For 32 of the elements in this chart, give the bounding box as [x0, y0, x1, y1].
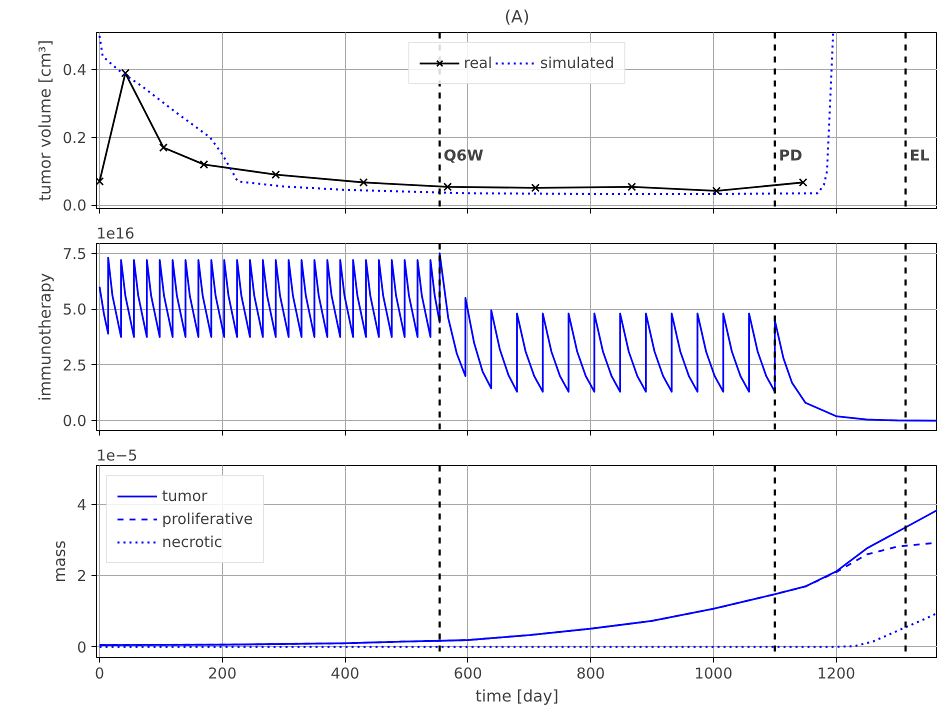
legend-label: tumor [162, 487, 208, 505]
y-tick-label: 0.0 [62, 412, 87, 430]
ref-line-label: EL [910, 146, 930, 164]
legend-label: necrotic [162, 533, 222, 551]
chart-title: (A) [504, 8, 530, 28]
y-tick-label: 5.0 [62, 300, 87, 319]
ref-line-label: PD [778, 146, 802, 164]
legend-label: proliferative [162, 510, 253, 528]
y-tick-label: 0.0 [62, 196, 87, 215]
x-tick-label: 200 [208, 664, 237, 682]
y-tick-label: 7.5 [62, 244, 87, 263]
y-tick-label: 2 [76, 567, 87, 586]
x-tick-label: 800 [576, 664, 605, 682]
y-tick-label: 0.4 [62, 61, 87, 80]
x-tick-label: 0 [94, 664, 104, 682]
legend-label: real [464, 54, 492, 72]
text: 1e16 [96, 224, 134, 242]
y-axis-title: tumor volume [cm³] [36, 40, 55, 202]
y-tick-label: 2.5 [62, 356, 87, 374]
y-tick-label: 0 [76, 638, 87, 656]
y-axis-title: immunotherapy [36, 273, 55, 401]
text: 1e−5 [96, 446, 138, 464]
legend-label: simulated [540, 54, 614, 72]
x-tick-label: 400 [330, 664, 360, 682]
x-tick-label: 1000 [694, 664, 733, 682]
x-tick-label: 1200 [817, 664, 856, 682]
x-tick-label: 600 [454, 664, 482, 682]
y-tick-label: 4 [76, 496, 87, 514]
y-axis-title: mass [50, 540, 69, 583]
x-axis-title: time [day] [475, 686, 559, 706]
ref-line-label: Q6W [444, 146, 484, 164]
y-tick-label: 0.2 [62, 128, 87, 147]
